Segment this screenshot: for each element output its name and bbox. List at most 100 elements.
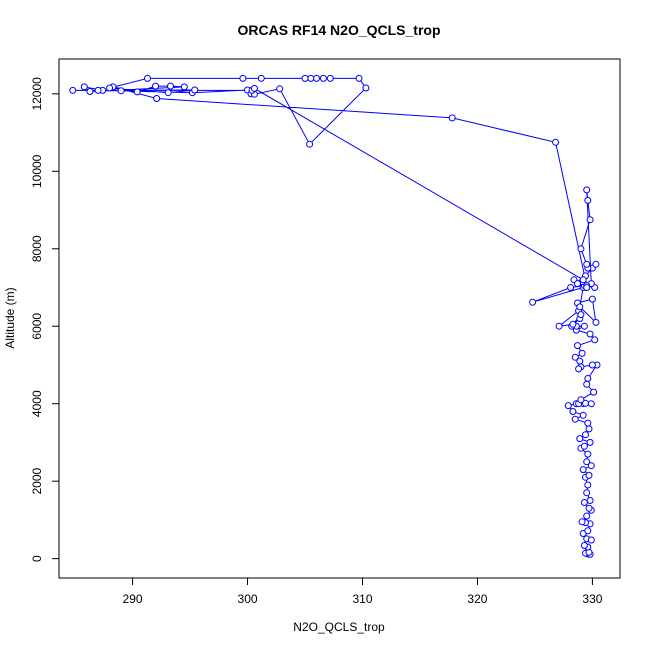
data-point [133, 88, 141, 96]
data-point [583, 489, 591, 497]
data-point [585, 504, 593, 512]
data-point [306, 140, 314, 148]
data-point [153, 95, 161, 102]
data-point [578, 518, 586, 526]
series-path [72, 77, 598, 556]
data-point [164, 89, 172, 97]
data-point [587, 462, 595, 470]
data-point [569, 320, 577, 328]
data-point [584, 375, 592, 382]
data-point [576, 357, 584, 365]
data-point [588, 295, 596, 303]
data-point [80, 83, 88, 91]
data-point [590, 388, 598, 396]
y-axis: 0 2000 4000 6000 8000 10000 12000 [30, 77, 60, 562]
data-point [579, 276, 587, 284]
data-point [578, 349, 586, 357]
data-point [326, 74, 334, 82]
data-point [307, 74, 315, 82]
data-point [584, 450, 592, 458]
data-point [585, 425, 593, 433]
data-point [117, 87, 125, 95]
y-tick-label: 4000 [30, 390, 44, 417]
data-point [582, 431, 589, 439]
data-point [583, 380, 591, 388]
data-point [586, 497, 594, 504]
data-point [574, 280, 581, 288]
data-point [257, 74, 265, 82]
series-points [69, 74, 601, 558]
data-point [571, 415, 579, 423]
data-point [569, 408, 577, 415]
y-tick-label: 0 [30, 555, 44, 562]
data-point [571, 353, 579, 361]
data-point [362, 84, 370, 92]
data-point [580, 322, 588, 330]
data-point [587, 400, 595, 408]
data-point [180, 83, 188, 91]
data-point [555, 322, 563, 330]
data-point [587, 536, 595, 544]
y-tick-label: 12000 [30, 77, 44, 111]
x-tick-label: 330 [582, 592, 602, 606]
data-point [564, 402, 572, 410]
y-tick-label: 6000 [30, 313, 44, 340]
data-point [301, 74, 309, 82]
data-point [577, 396, 585, 404]
data-point [250, 84, 258, 92]
data-point [355, 74, 363, 82]
data-point [583, 260, 591, 268]
x-tick-label: 310 [352, 592, 372, 606]
data-point [94, 86, 102, 94]
data-point [552, 138, 560, 146]
x-axis: 290 300 310 320 330 [123, 577, 603, 606]
plot-frame [58, 58, 621, 579]
x-axis-label: N2O_QCLS_trop [293, 620, 385, 634]
data-point [448, 114, 456, 122]
data-point [574, 342, 581, 350]
data-point [584, 196, 592, 204]
data-point [579, 466, 587, 474]
data-point [584, 481, 592, 489]
data-point [567, 284, 575, 291]
data-point [167, 82, 174, 90]
data-point [576, 435, 584, 443]
data-point [591, 336, 599, 344]
data-point [576, 303, 584, 311]
y-axis-label: Altitude (m) [3, 287, 17, 348]
data-point [69, 86, 77, 94]
data-point [580, 499, 588, 506]
x-tick-label: 300 [238, 592, 258, 606]
data-point [580, 542, 588, 549]
data-point [239, 74, 247, 82]
series-line [72, 77, 598, 556]
data-point [580, 442, 588, 450]
y-tick-label: 8000 [30, 235, 44, 262]
y-tick-label: 2000 [30, 468, 44, 495]
data-point [577, 311, 585, 319]
data-point [592, 260, 600, 268]
data-point [313, 74, 320, 82]
data-point [191, 86, 199, 94]
data-point [586, 216, 594, 224]
data-point [276, 85, 284, 93]
data-point [592, 318, 600, 326]
data-point [529, 298, 537, 306]
data-point [579, 411, 587, 419]
data-point [575, 365, 583, 373]
data-point [577, 245, 585, 253]
x-tick-label: 290 [123, 592, 143, 606]
data-point [86, 88, 94, 95]
chart-title: ORCAS RF14 N2O_QCLS_trop [237, 22, 440, 38]
data-point [585, 471, 593, 479]
data-point [583, 512, 591, 520]
data-point [319, 74, 327, 82]
data-point [152, 82, 160, 90]
x-tick-label: 320 [467, 592, 487, 606]
data-point [586, 330, 594, 338]
data-point [583, 186, 591, 194]
data-point [583, 458, 591, 466]
data-point [588, 361, 596, 369]
data-point [584, 527, 592, 535]
